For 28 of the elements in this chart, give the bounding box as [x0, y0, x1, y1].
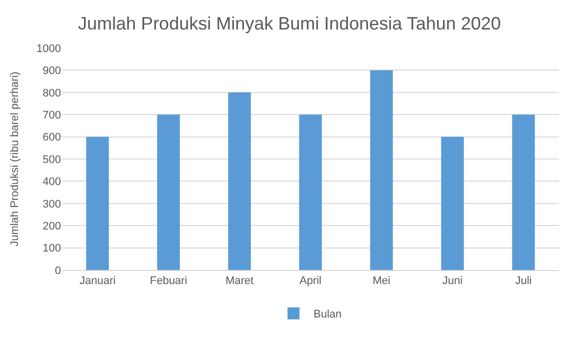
bar: [370, 70, 393, 270]
y-tick-label: 300: [42, 198, 61, 210]
x-tick-label: Januari: [79, 275, 116, 288]
y-tick-label: 400: [42, 176, 61, 188]
x-tick-label: Juli: [515, 275, 532, 288]
legend-label: Bulan: [314, 308, 342, 321]
y-tick-label: 0: [54, 264, 61, 277]
bar: [157, 114, 180, 270]
y-tick-label: 1000: [36, 42, 61, 55]
x-tick-label: April: [299, 275, 322, 288]
chart-title: Jumlah Produksi Minyak Bumi Indonesia Tahun 2020: [78, 14, 501, 34]
y-tick-label: 900: [42, 65, 61, 78]
bar: [512, 114, 535, 270]
x-tick-label: Maret: [225, 275, 254, 288]
y-tick-label: 500: [42, 154, 61, 166]
bar: [299, 114, 322, 270]
bar: [228, 92, 251, 270]
x-tick-label: Juni: [442, 275, 463, 288]
bar: [441, 136, 464, 270]
y-tick-label: 100: [42, 242, 61, 255]
x-tick-label: Mei: [372, 275, 390, 288]
y-tick-label: 700: [42, 109, 61, 122]
bar: [86, 136, 109, 270]
x-tick-label: Febuari: [150, 275, 188, 288]
y-tick-label: 800: [42, 87, 61, 100]
y-axis-title: Jumlah Produksi (ribu barel perhari): [9, 72, 22, 246]
y-tick-label: 600: [42, 132, 61, 144]
y-tick-label: 200: [42, 220, 61, 232]
